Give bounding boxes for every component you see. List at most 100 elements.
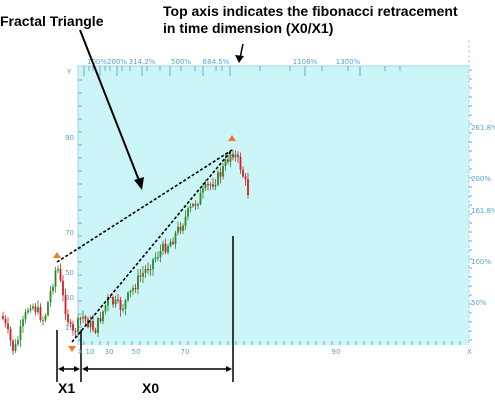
- candle-body: [194, 203, 197, 206]
- candle-body: [179, 226, 182, 231]
- x0-label: X0: [142, 380, 159, 396]
- candle-body: [62, 280, 64, 296]
- candle-body: [187, 208, 189, 217]
- candle-body: [204, 183, 207, 189]
- bottom-axis-end-label: X: [467, 348, 472, 356]
- candle-body: [154, 257, 157, 260]
- candle-body: [37, 307, 39, 313]
- candle-body: [192, 203, 194, 207]
- top-note-arrowhead: [235, 55, 244, 63]
- left-axis-tick-label: 10: [65, 324, 74, 332]
- candle-body: [69, 322, 72, 324]
- candle-body: [64, 295, 67, 315]
- candle-body: [29, 308, 32, 311]
- candle-body: [134, 288, 137, 290]
- bottom-axis: 10 30 50 70 90: [83, 341, 461, 356]
- candle-body: [117, 299, 119, 301]
- candle-body: [239, 156, 242, 170]
- candle-body: [12, 340, 14, 351]
- right-axis-tick-label: 261.8%: [471, 124, 495, 132]
- right-axis: 261.8% 200% 161.8% 100% 50%: [469, 69, 495, 341]
- candle-body: [79, 318, 82, 320]
- candle-body: [119, 299, 122, 311]
- candle-body: [132, 288, 134, 291]
- right-axis-tick-label: 50%: [471, 299, 487, 307]
- candle-body: [94, 329, 97, 333]
- candle-body: [159, 250, 162, 258]
- bottom-axis-tick-label: 70: [181, 348, 190, 356]
- candle-body: [99, 318, 102, 322]
- fractal-triangle-arrow-line: [79, 29, 141, 184]
- candle-body: [77, 318, 79, 332]
- candle-body: [214, 184, 217, 187]
- candle-body: [67, 314, 69, 323]
- candle-body: [149, 269, 152, 271]
- candle-body: [152, 259, 154, 270]
- candle-body: [162, 243, 164, 251]
- candle-body: [244, 176, 247, 180]
- bottom-axis-tick-label: 50: [132, 348, 141, 356]
- candle-body: [82, 316, 84, 319]
- top-axis-tick-label: 200%: [107, 58, 127, 66]
- candle-body: [172, 241, 174, 244]
- candle-body: [177, 226, 179, 233]
- candle-body: [122, 308, 124, 311]
- candle-body: [72, 323, 74, 331]
- top-axis-tick-label: 500%: [171, 58, 191, 66]
- candlesticks: [2, 149, 249, 355]
- candle-body: [202, 188, 204, 193]
- fractal-marker-left: [53, 252, 61, 258]
- candle-body: [24, 312, 27, 320]
- plot-area: [78, 66, 469, 345]
- candle-body: [104, 305, 107, 312]
- candle-body: [197, 204, 199, 206]
- candle-body: [229, 154, 232, 162]
- x1-label: X1: [58, 380, 75, 396]
- candle-body: [217, 172, 219, 185]
- candle-body: [57, 269, 59, 271]
- candle-body: [139, 275, 142, 277]
- candle-body: [207, 183, 209, 186]
- left-axis-tick-label: 30: [65, 294, 74, 302]
- top-axis-tick-label: 314.2%: [129, 58, 156, 66]
- candle-body: [54, 270, 57, 287]
- candle-body: [142, 272, 144, 277]
- candle-body: [219, 172, 222, 177]
- top-axis-y-label: Y: [66, 68, 72, 76]
- x1-arrowhead-right: [74, 366, 80, 372]
- fractal-marker-right: [228, 135, 236, 141]
- candle-body: [129, 290, 132, 293]
- candle-body: [49, 290, 52, 303]
- candle-body: [52, 286, 54, 291]
- candle-body: [9, 328, 12, 341]
- candle-body: [4, 318, 7, 324]
- x0-arrowhead-right: [226, 366, 232, 372]
- candle-body: [189, 206, 192, 209]
- top-axis-note-line1: Top axis indicates the fibonacci retrace…: [163, 3, 458, 19]
- candle-body: [234, 154, 237, 158]
- candle-body: [124, 300, 127, 309]
- right-axis-tick-label: 161.8%: [471, 207, 495, 215]
- candle-body: [167, 246, 169, 253]
- candle-body: [227, 159, 229, 162]
- candle-body: [147, 268, 149, 271]
- candle-body: [32, 306, 34, 309]
- candle-body: [74, 330, 77, 332]
- top-axis-note-line2: in time dimension (X0/X1): [163, 20, 333, 36]
- candle-body: [14, 344, 17, 351]
- candle-body: [47, 302, 49, 316]
- candle-body: [232, 154, 234, 158]
- candle-body: [199, 192, 202, 205]
- left-axis-tick-label: 90: [65, 134, 74, 142]
- top-axis-tick-label: 1300%: [336, 58, 361, 66]
- fractal-triangle-label: Fractal Triangle: [0, 13, 104, 29]
- candle-body: [59, 269, 62, 281]
- top-axis-tick-label: 100%: [87, 58, 107, 66]
- candle-body: [114, 299, 117, 305]
- candle-body: [157, 257, 159, 259]
- candle-body: [209, 184, 212, 186]
- candle-body: [87, 319, 89, 328]
- candle-body: [127, 292, 129, 301]
- candle-body: [2, 316, 4, 319]
